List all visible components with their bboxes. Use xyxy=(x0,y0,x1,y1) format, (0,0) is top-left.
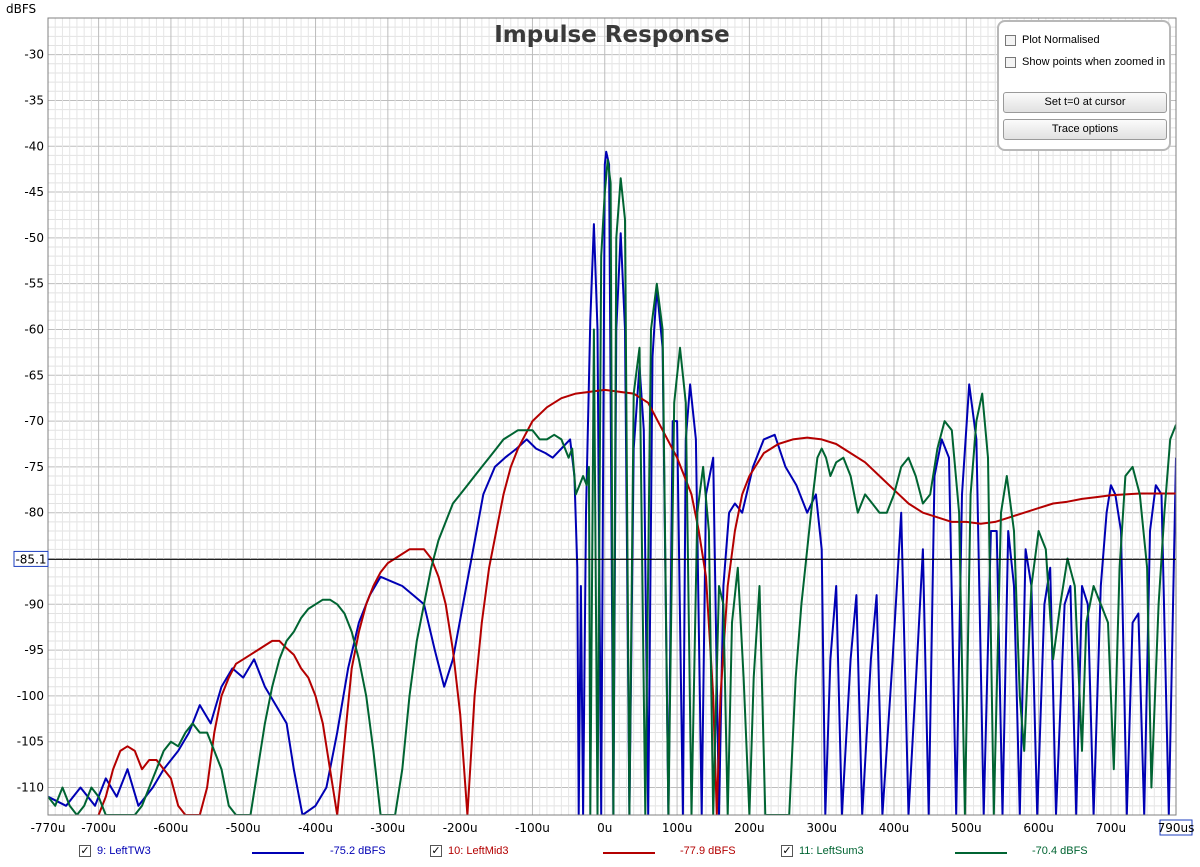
series-layer xyxy=(48,150,1176,815)
show-points-checkbox[interactable]: Show points when zoomed in xyxy=(1005,56,1165,68)
y-tick-label: -40 xyxy=(24,139,44,153)
x-tick-label: -300u xyxy=(370,821,405,835)
legend-item-leftmid3[interactable]: ✓ 10: LeftMid3 xyxy=(430,845,509,857)
x-tick-label: 700u xyxy=(1096,821,1127,835)
legend: ✓ 9: LeftTW3 -75.2 dBFS ✓ 10: LeftMid3 -… xyxy=(0,844,1200,864)
trace-options-button[interactable]: Trace options xyxy=(1003,119,1167,140)
y-tick-label: -30 xyxy=(24,48,44,62)
y-axis-label: dBFS xyxy=(6,2,36,16)
show-points-label: Show points when zoomed in xyxy=(1022,56,1166,68)
x-tick-label: -700u xyxy=(81,821,116,835)
y-tick-label: -100 xyxy=(17,689,44,703)
y-tick-label: -75 xyxy=(24,460,44,474)
x-tick-label: 200u xyxy=(734,821,765,835)
legend-series-name: 10: LeftMid3 xyxy=(448,845,509,857)
checkbox-box[interactable] xyxy=(1005,56,1016,68)
plot-normalised-label: Plot Normalised xyxy=(1022,34,1100,46)
cursor-value-label: -85.1 xyxy=(15,552,46,566)
legend-line-lefttw3 xyxy=(252,852,304,854)
legend-value-lefttw3: -75.2 dBFS xyxy=(330,845,386,857)
x-tick-label: -500u xyxy=(226,821,261,835)
series-line-2 xyxy=(48,159,1176,815)
legend-line-leftmid3 xyxy=(603,852,655,854)
x-tick-label: 0u xyxy=(597,821,612,835)
y-tick-label: -70 xyxy=(24,414,44,428)
legend-series-name: 11: LeftSum3 xyxy=(799,845,864,857)
x-tick-label: -200u xyxy=(443,821,478,835)
cursor-level[interactable]: -85.1 xyxy=(13,550,1176,567)
legend-line-leftsum3 xyxy=(955,852,1007,854)
set-t0-button[interactable]: Set t=0 at cursor xyxy=(1003,92,1167,113)
y-tick-label: -35 xyxy=(24,93,44,107)
y-tick-label: -80 xyxy=(24,506,44,520)
series-line-0 xyxy=(48,150,1176,815)
chart-title: Impulse Response xyxy=(494,22,729,48)
legend-checkbox[interactable]: ✓ xyxy=(79,845,91,857)
legend-series-name: 9: LeftTW3 xyxy=(97,845,151,857)
legend-item-leftsum3[interactable]: ✓ 11: LeftSum3 xyxy=(781,845,864,857)
y-tick-label: -45 xyxy=(24,185,44,199)
x-tick-label: 100u xyxy=(662,821,693,835)
options-panel: Plot Normalised Show points when zoomed … xyxy=(997,20,1171,151)
plot-frame xyxy=(47,17,1177,816)
legend-value-leftmid3: -77.9 dBFS xyxy=(680,845,736,857)
x-tick-label: -400u xyxy=(298,821,333,835)
cursor-value-box xyxy=(13,550,49,567)
x-tick-label: -600u xyxy=(154,821,189,835)
plot-normalised-checkbox[interactable]: Plot Normalised xyxy=(1005,34,1100,46)
x-tick-label: 600u xyxy=(1023,821,1054,835)
y-tick-label: -50 xyxy=(24,231,44,245)
y-tick-label: -90 xyxy=(24,597,44,611)
y-tick-label: -105 xyxy=(17,735,44,749)
x-tick-label: 790us xyxy=(1158,821,1195,835)
legend-checkbox[interactable]: ✓ xyxy=(781,845,793,857)
x-tick-label: 400u xyxy=(879,821,910,835)
legend-checkbox[interactable]: ✓ xyxy=(430,845,442,857)
x-tick-label: 300u xyxy=(806,821,837,835)
x-tick-label: 500u xyxy=(951,821,982,835)
y-tick-label: -95 xyxy=(24,643,44,657)
y-tick-label: -65 xyxy=(24,368,44,382)
y-tick-label: -55 xyxy=(24,277,44,291)
legend-value-leftsum3: -70.4 dBFS xyxy=(1032,845,1088,857)
x-cursor-box xyxy=(1159,819,1193,836)
x-tick-label: -770u xyxy=(31,821,66,835)
x-tick-labels: -770u -700u -600u -500u -400u -300u -200u -100u… xyxy=(31,819,1195,836)
x-tick-label: -100u xyxy=(515,821,550,835)
y-tick-label: -60 xyxy=(24,322,44,336)
legend-item-lefttw3[interactable]: ✓ 9: LeftTW3 xyxy=(79,845,151,857)
checkbox-box[interactable] xyxy=(1005,34,1016,46)
series-line-1 xyxy=(97,388,1176,815)
y-tick-label: -110 xyxy=(17,781,44,795)
y-tick-labels: -30 -35 -40 -45 -50 -55 -60 -65 -70 -75 -80 -90 -95 -… xyxy=(17,48,44,795)
